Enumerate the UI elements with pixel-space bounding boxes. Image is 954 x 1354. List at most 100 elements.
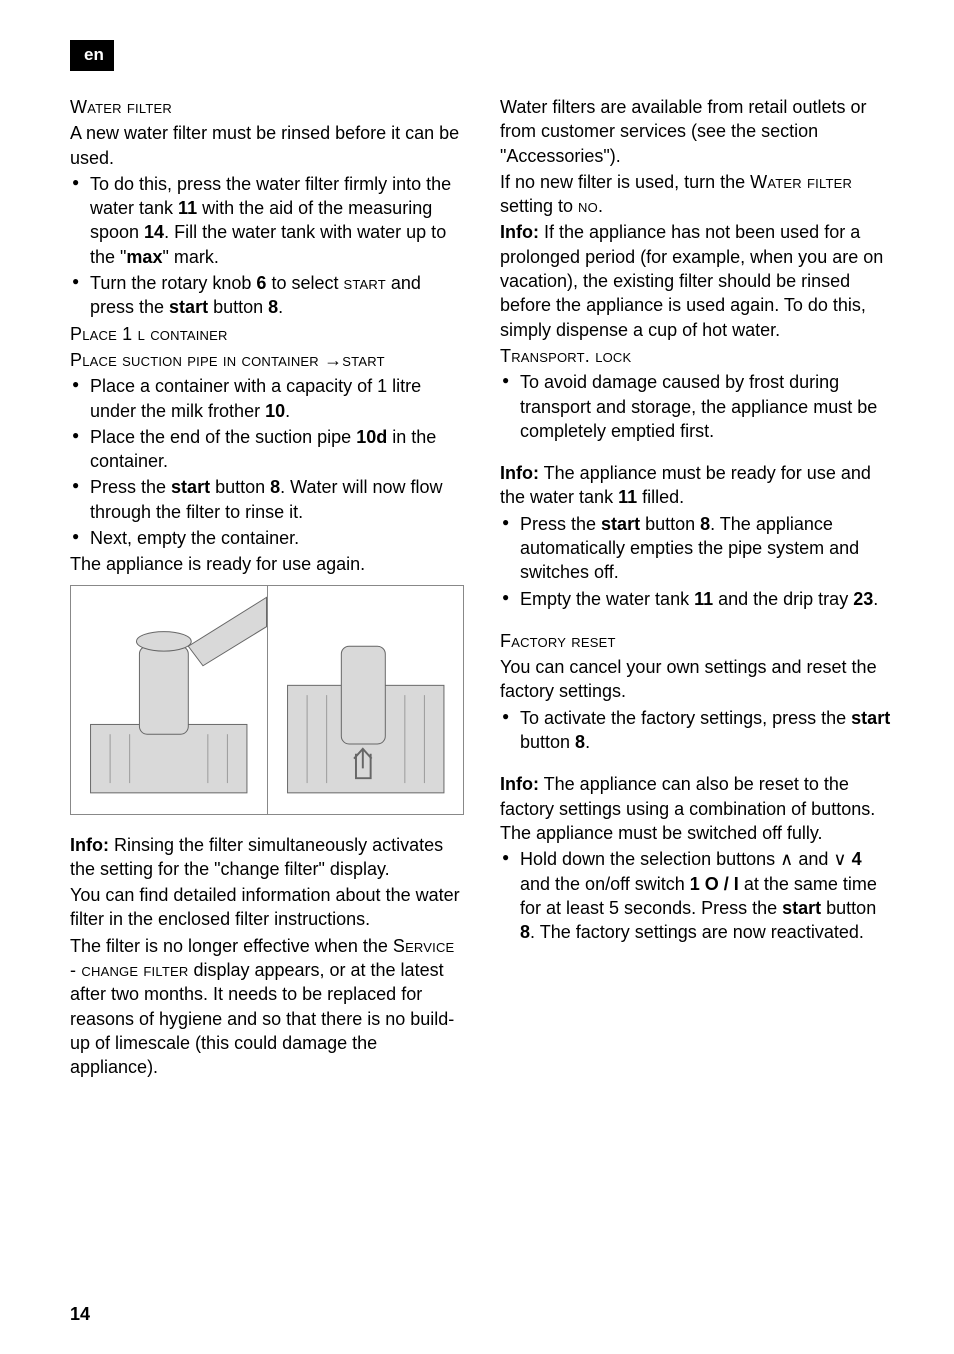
bold: 8: [270, 477, 280, 497]
bold: 10d: [356, 427, 387, 447]
t: .: [598, 196, 603, 216]
heading-transport: Transport. lock: [500, 344, 894, 368]
down-icon: ∨: [833, 849, 846, 869]
list-item: To avoid damage caused by frost during t…: [500, 370, 894, 443]
list-item: Empty the water tank 11 and the drip tra…: [500, 587, 894, 611]
heading-factory: Factory reset: [500, 629, 894, 653]
t: . The factory settings are now reactivat…: [530, 922, 864, 942]
t: button: [208, 297, 268, 317]
bold: start: [171, 477, 210, 497]
sc: Water filter: [750, 172, 852, 192]
t: The filter is no longer effective when t…: [70, 936, 393, 956]
t: Hold down the selection buttons: [520, 849, 780, 869]
right-column: Water filters are available from retail …: [500, 95, 894, 1082]
text: Water filters are available from retail …: [500, 95, 894, 168]
bold: Info:: [500, 222, 539, 242]
bold: Info:: [70, 835, 109, 855]
t: button: [821, 898, 876, 918]
filter-inserted-icon: [268, 586, 464, 814]
t: and: [793, 849, 833, 869]
t: .: [285, 401, 290, 421]
bold: 8: [575, 732, 585, 752]
bold: Info:: [500, 774, 539, 794]
text: If no new filter is used, turn the Water…: [500, 170, 894, 219]
t: to select: [266, 273, 343, 293]
t: .: [585, 732, 590, 752]
illustration-left: [71, 586, 268, 814]
list-item: Hold down the selection buttons ∧ and ∨ …: [500, 847, 894, 944]
page-number: 14: [70, 1302, 90, 1326]
heading-water-filter: Water filter: [70, 95, 464, 119]
sc-line: Place suction pipe in container →start: [70, 348, 464, 372]
t: and the on/off switch: [520, 874, 690, 894]
language-tag: en: [70, 40, 114, 71]
t: setting to: [500, 196, 578, 216]
bold: start: [169, 297, 208, 317]
info-text: Info: Rinsing the filter simultaneously …: [70, 833, 464, 882]
bold: max: [126, 247, 162, 267]
text: A new water filter must be rinsed before…: [70, 121, 464, 170]
sc: no: [578, 196, 598, 216]
t: Place suction pipe in container: [70, 350, 324, 370]
bold: 23: [853, 589, 873, 609]
t: Rinsing the filter simultaneously activa…: [70, 835, 443, 879]
bold: 8: [268, 297, 278, 317]
t: To activate the factory settings, press …: [520, 708, 851, 728]
list-item: Press the start button 8. Water will now…: [70, 475, 464, 524]
list: Press the start button 8. The appliance …: [500, 512, 894, 611]
t: start: [342, 350, 384, 370]
filter-press-icon: [71, 586, 267, 814]
bold: 8: [700, 514, 710, 534]
list: Hold down the selection buttons ∧ and ∨ …: [500, 847, 894, 944]
left-column: Water filter A new water filter must be …: [70, 95, 464, 1082]
bold: 11: [694, 589, 713, 609]
bold: 10: [265, 401, 285, 421]
list-item: To activate the factory settings, press …: [500, 706, 894, 755]
bold: start: [851, 708, 890, 728]
t: filled.: [637, 487, 684, 507]
list-item: Place a container with a capacity of 1 l…: [70, 374, 464, 423]
info-text: Info: If the appliance has not been used…: [500, 220, 894, 341]
list: Place a container with a capacity of 1 l…: [70, 374, 464, 550]
list: To avoid damage caused by frost during t…: [500, 370, 894, 443]
info-text: Info: The appliance must be ready for us…: [500, 461, 894, 510]
bold: 14: [144, 222, 164, 242]
t: Empty the water tank: [520, 589, 694, 609]
t: " mark.: [162, 247, 218, 267]
t: Turn the rotary knob: [90, 273, 256, 293]
text: You can cancel your own settings and res…: [500, 655, 894, 704]
list: To activate the factory settings, press …: [500, 706, 894, 755]
t: .: [873, 589, 878, 609]
bold: 6: [256, 273, 266, 293]
bold: 11: [178, 198, 197, 218]
arrow-icon: →: [324, 350, 342, 370]
text: The filter is no longer effective when t…: [70, 934, 464, 1080]
bold: 11: [618, 487, 637, 507]
list: To do this, press the water filter firml…: [70, 172, 464, 320]
t: button: [210, 477, 270, 497]
t: If no new filter is used, turn the: [500, 172, 750, 192]
content-columns: Water filter A new water filter must be …: [70, 95, 894, 1082]
sc-line: Place 1 l container: [70, 322, 464, 346]
illustration-right: [268, 586, 464, 814]
text: You can find detailed information about …: [70, 883, 464, 932]
bold: 8: [520, 922, 530, 942]
bold: 1 O / I: [690, 874, 739, 894]
t: Place a container with a capacity of 1 l…: [90, 376, 421, 420]
list-item: Press the start button 8. The appliance …: [500, 512, 894, 585]
list-item: Place the end of the suction pipe 10d in…: [70, 425, 464, 474]
t: The appliance must be ready for use and …: [500, 463, 871, 507]
list-item: To do this, press the water filter firml…: [70, 172, 464, 269]
t: and the drip tray: [713, 589, 853, 609]
list-item: Turn the rotary knob 6 to select start a…: [70, 271, 464, 320]
t: button: [520, 732, 575, 752]
t: .: [278, 297, 283, 317]
bold: start: [601, 514, 640, 534]
illustration-block: [70, 585, 464, 815]
t: Press the: [90, 477, 171, 497]
t: Press the: [520, 514, 601, 534]
list-item: Next, empty the container.: [70, 526, 464, 550]
bold: 4: [847, 849, 862, 869]
t: Place the end of the suction pipe: [90, 427, 356, 447]
text: The appliance is ready for use again.: [70, 552, 464, 576]
